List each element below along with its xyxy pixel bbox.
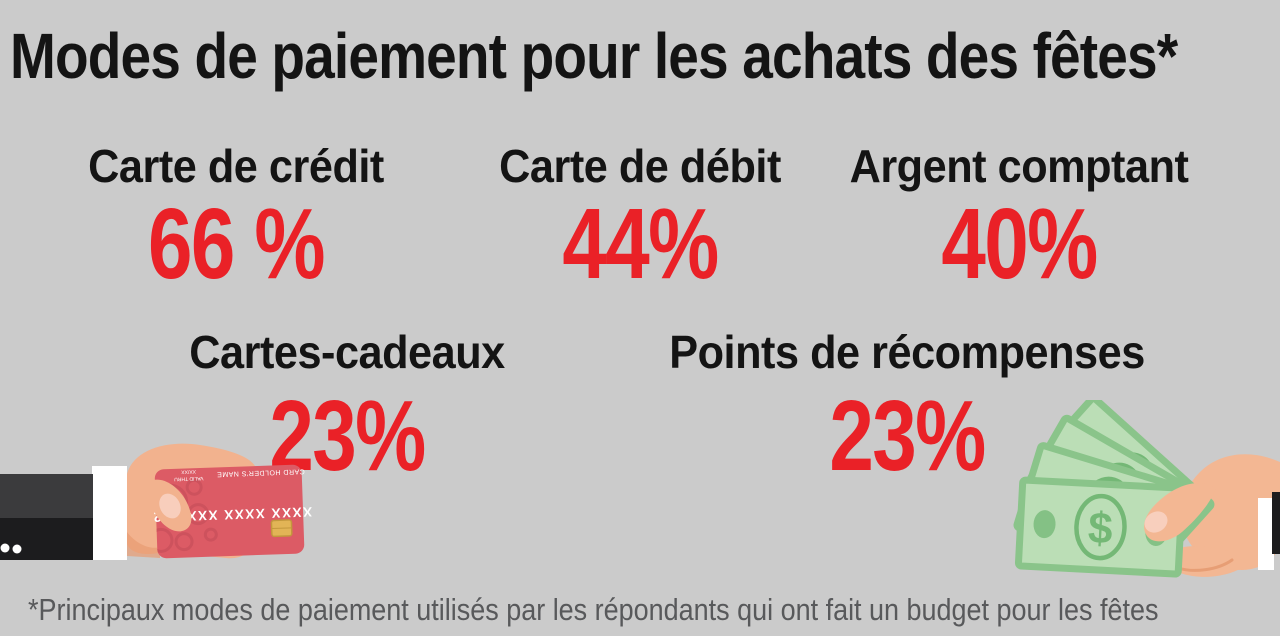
stat-reward-points: Points de récompenses 23% — [654, 326, 1160, 492]
stat-label-reward-points: Points de récompenses — [669, 326, 1145, 378]
stat-label-credit-card: Carte de crédit — [88, 140, 384, 192]
page-title: Modes de paiement pour les achats des fê… — [10, 20, 1178, 92]
stat-label-debit-card: Carte de débit — [499, 140, 781, 192]
right-hand-icon — [1167, 454, 1280, 577]
dollar-sign-icon: $ — [1087, 503, 1114, 553]
stat-value-cash: 40% — [941, 188, 1098, 300]
right-sleeve — [1272, 492, 1280, 554]
left-thumb-icon — [146, 479, 192, 532]
dollar-sign-icon: $ — [1086, 484, 1124, 538]
sleeve-button-icon — [0, 543, 10, 553]
stat-debit-card: Carte de débit 44% — [490, 140, 790, 300]
card-chip-icon — [270, 519, 293, 538]
sleeve-button-icon — [12, 544, 22, 554]
stat-label-gift-cards: Cartes-cadeaux — [189, 326, 505, 378]
stat-credit-card: Carte de crédit 66 % — [79, 140, 394, 300]
left-cuff — [92, 466, 127, 560]
stat-value-gift-cards: 23% — [269, 380, 426, 492]
stat-value-debit-card: 44% — [562, 188, 719, 300]
stat-value-credit-card: 66 % — [148, 188, 326, 300]
left-sleeve-lower — [0, 518, 93, 560]
stat-value-reward-points: 23% — [829, 380, 986, 492]
right-cuff — [1258, 498, 1274, 570]
left-sleeve-upper — [0, 474, 93, 520]
footnote: *Principaux modes de paiement utilisés p… — [28, 592, 1159, 627]
right-thumb-icon — [1144, 483, 1216, 542]
stat-label-cash: Argent comptant — [849, 140, 1189, 192]
card-number-text: XXXX XXXX XXXX 12 — [152, 504, 312, 525]
stat-cash: Argent comptant 40% — [839, 140, 1200, 300]
stat-gift-cards: Cartes-cadeaux 23% — [179, 326, 515, 492]
